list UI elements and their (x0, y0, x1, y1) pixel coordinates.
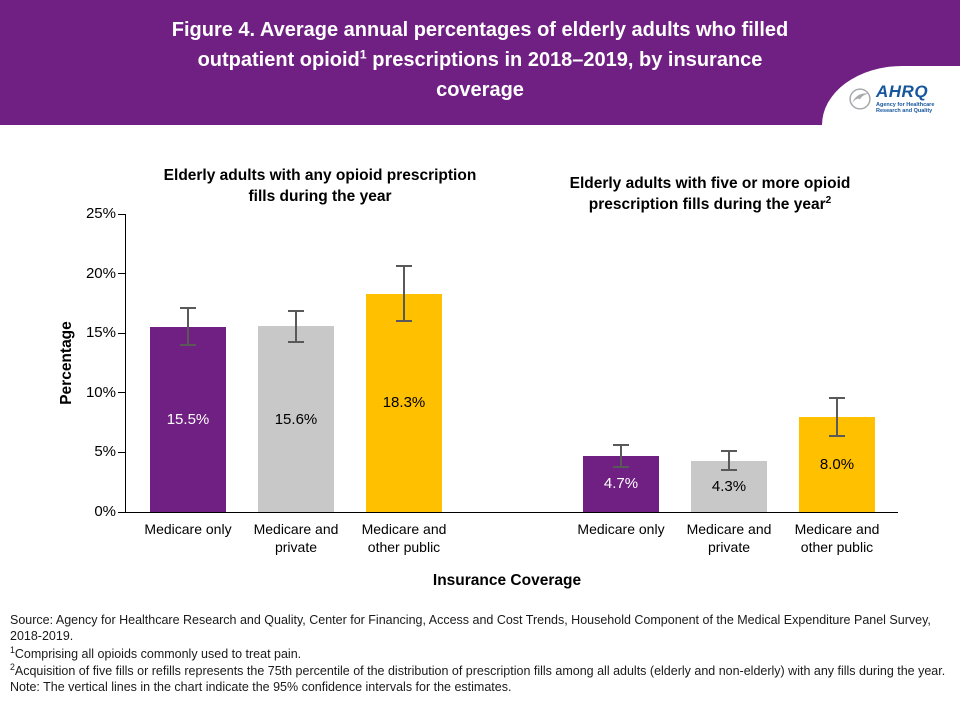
y-tick-label: 10% (85, 383, 116, 401)
y-tick-label: 20% (85, 264, 116, 282)
y-tick-label: 0% (94, 503, 116, 520)
figure-title-text-2: prescriptions in 2018–2019, by insurance… (366, 49, 763, 101)
figure-title-text-1: Figure 4. Average annual percentages of … (171, 19, 789, 71)
ahrq-logo-text: AHRQ Agency for Healthcare Research and … (876, 83, 954, 115)
y-tick-mark (118, 213, 125, 215)
bar-value-label: 18.3% (382, 394, 426, 412)
y-axis-line (125, 214, 126, 512)
bar-value-label: 4.7% (603, 475, 639, 493)
error-bar-cap (613, 465, 629, 468)
ahrq-logo-tagline: Agency for Healthcare Research and Quali… (876, 101, 935, 114)
footnote-1-text: Comprising all opioids commonly used to … (14, 646, 302, 661)
x-axis-title: Insurance Coverage (432, 572, 582, 589)
x-category-label: Medicare and private (253, 521, 339, 556)
error-bar-cap (180, 307, 196, 310)
header-banner: Figure 4. Average annual percentages of … (0, 0, 960, 125)
error-bar-cap (721, 469, 737, 472)
error-bar-line (620, 445, 622, 467)
hhs-eagle-icon (849, 87, 871, 110)
footnote-2-superscript: 2 (10, 661, 15, 672)
error-bar-line (403, 266, 405, 322)
error-bar-cap (288, 340, 304, 343)
error-bar-line (187, 308, 189, 346)
left-panel-title: Elderly adults with any opioid prescript… (150, 166, 490, 207)
x-category-label: Medicare and other public (361, 521, 447, 556)
y-tick-label: 25% (85, 205, 116, 222)
error-bar-cap (396, 265, 412, 268)
ahrq-logo-name: AHRQ (876, 81, 929, 101)
figure-title-superscript: 1 (359, 47, 367, 62)
footnote-1: 1Comprising all opioids commonly used to… (10, 645, 952, 662)
footnote-2: 2Acquisition of five fills or refills re… (10, 662, 952, 679)
figure-title: Figure 4. Average annual percentages of … (160, 0, 800, 105)
error-bar-cap (288, 309, 304, 312)
right-panel-title-superscript: 2 (825, 195, 832, 207)
bar-value-label: 15.5% (166, 411, 210, 429)
bar: 18.3% (366, 293, 442, 512)
footnote-1-superscript: 1 (10, 644, 15, 655)
error-bar-cap (613, 444, 629, 447)
y-tick-mark (118, 392, 125, 394)
bar: 15.5% (150, 327, 226, 512)
y-tick-label: 15% (85, 324, 116, 342)
ci-note: Note: The vertical lines in the chart in… (10, 680, 512, 695)
error-bar-cap (829, 396, 845, 399)
bar-value-label: 8.0% (819, 455, 855, 473)
x-category-label: Medicare and private (686, 521, 772, 556)
bar-value-label: 4.3% (711, 477, 747, 495)
y-tick-mark (118, 451, 125, 453)
footnotes: Source: Agency for Healthcare Research a… (10, 612, 952, 696)
x-category-label: Medicare only (144, 521, 232, 537)
bar: 15.6% (258, 326, 334, 512)
error-bar-line (728, 451, 730, 471)
x-category-label: Medicare and other public (794, 521, 880, 556)
left-panel-title-text: Elderly adults with any opioid prescript… (163, 167, 477, 206)
right-panel-title: Elderly adults with five or more opioid … (530, 174, 890, 215)
bar-value-label: 15.6% (274, 410, 318, 428)
error-bar-cap (721, 450, 737, 453)
x-category-label: Medicare only (577, 521, 665, 537)
error-bar-line (836, 397, 838, 436)
y-tick-mark (118, 273, 125, 275)
y-axis-title: Percentage (58, 321, 75, 405)
source-note: Source: Agency for Healthcare Research a… (10, 613, 931, 644)
error-bar-cap (180, 344, 196, 347)
y-tick-mark (118, 332, 125, 334)
footnote-2-text: Acquisition of five fills or refills rep… (14, 664, 946, 679)
error-bar-cap (829, 434, 845, 437)
error-bar-line (295, 310, 297, 342)
x-axis-line (125, 512, 898, 513)
error-bar-cap (396, 320, 412, 323)
y-tick-mark (118, 511, 125, 513)
y-tick-label: 5% (94, 443, 116, 461)
right-panel-title-text: Elderly adults with five or more opioid … (569, 175, 851, 214)
